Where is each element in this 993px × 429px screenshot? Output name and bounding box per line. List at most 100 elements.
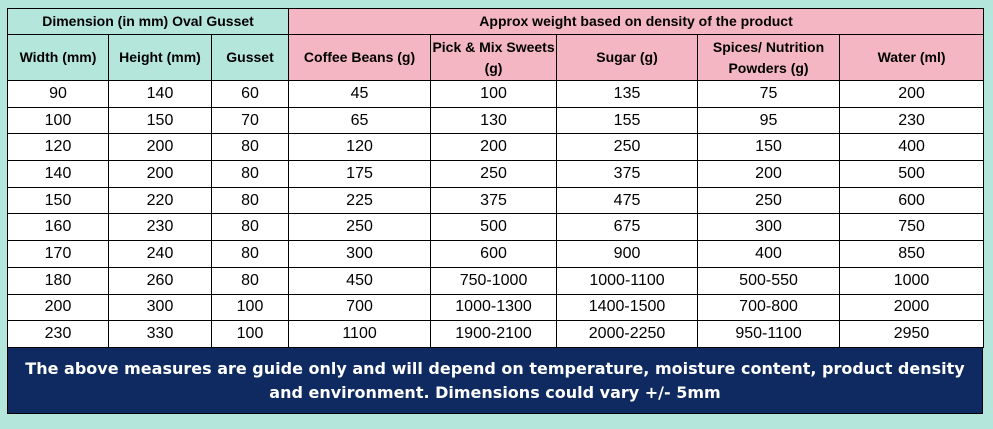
cell-width: 230	[7, 320, 109, 348]
cell-pick-mix-sweets: 600	[430, 240, 558, 268]
cell-spices-powders: 150	[697, 133, 841, 162]
cell-width: 140	[7, 160, 109, 188]
column-header-pick-mix-sweets: Pick & Mix Sweets (g)	[430, 34, 558, 81]
cell-coffee-beans: 250	[288, 213, 432, 242]
cell-sugar: 135	[556, 80, 699, 108]
cell-height: 260	[108, 266, 212, 295]
cell-coffee-beans: 175	[288, 160, 432, 188]
cell-gusset: 70	[210, 106, 290, 135]
table-row: 230 330 100 1100 1900-2100 2000-2250 950…	[7, 320, 985, 348]
cell-gusset: 80	[210, 160, 290, 188]
cell-water: 400	[839, 133, 985, 162]
cell-water: 200	[839, 80, 985, 108]
cell-gusset: 80	[210, 186, 290, 215]
cell-spices-powders: 400	[697, 240, 841, 268]
cell-sugar: 1000-1100	[556, 266, 699, 295]
cell-width: 160	[7, 213, 109, 242]
table-row: 100 150 70 65 130 155 95 230	[7, 106, 985, 135]
column-header-coffee-beans: Coffee Beans (g)	[288, 34, 432, 81]
cell-width: 170	[7, 240, 109, 268]
cell-sugar: 250	[556, 133, 699, 162]
disclaimer-footer: The above measures are guide only and wi…	[7, 347, 983, 414]
cell-height: 200	[108, 160, 212, 188]
cell-pick-mix-sweets: 750-1000	[430, 266, 558, 295]
table-row: 150 220 80 225 375 475 250 600	[7, 186, 985, 215]
cell-water: 230	[839, 106, 985, 135]
cell-sugar: 900	[556, 240, 699, 268]
cell-coffee-beans: 300	[288, 240, 432, 268]
cell-height: 150	[108, 106, 212, 135]
cell-coffee-beans: 45	[288, 80, 432, 108]
cell-coffee-beans: 450	[288, 266, 432, 295]
cell-sugar: 2000-2250	[556, 320, 699, 348]
table-row: 160 230 80 250 500 675 300 750	[7, 213, 985, 242]
cell-width: 200	[7, 293, 109, 322]
column-header-height: Height (mm)	[108, 34, 212, 81]
cell-water: 750	[839, 213, 985, 242]
cell-gusset: 80	[210, 133, 290, 162]
table-row: 90 140 60 45 100 135 75 200	[7, 80, 985, 108]
cell-height: 220	[108, 186, 212, 215]
cell-gusset: 100	[210, 320, 290, 348]
cell-gusset: 80	[210, 266, 290, 295]
cell-height: 230	[108, 213, 212, 242]
column-header-sugar: Sugar (g)	[556, 34, 699, 81]
cell-pick-mix-sweets: 200	[430, 133, 558, 162]
cell-coffee-beans: 700	[288, 293, 432, 322]
cell-height: 300	[108, 293, 212, 322]
column-header-water: Water (ml)	[839, 34, 985, 81]
cell-pick-mix-sweets: 250	[430, 160, 558, 188]
cell-pick-mix-sweets: 500	[430, 213, 558, 242]
cell-pick-mix-sweets: 100	[430, 80, 558, 108]
cell-coffee-beans: 65	[288, 106, 432, 135]
cell-width: 150	[7, 186, 109, 215]
cell-water: 850	[839, 240, 985, 268]
cell-height: 330	[108, 320, 212, 348]
cell-pick-mix-sweets: 130	[430, 106, 558, 135]
cell-water: 600	[839, 186, 985, 215]
cell-water: 2950	[839, 320, 985, 348]
cell-gusset: 80	[210, 240, 290, 268]
cell-spices-powders: 200	[697, 160, 841, 188]
cell-spices-powders: 500-550	[697, 266, 841, 295]
cell-sugar: 1400-1500	[556, 293, 699, 322]
cell-sugar: 475	[556, 186, 699, 215]
cell-pick-mix-sweets: 1000-1300	[430, 293, 558, 322]
cell-gusset: 80	[210, 213, 290, 242]
cell-width: 90	[7, 80, 109, 108]
column-header-spices-powders: Spices/ Nutrition Powders (g)	[697, 34, 841, 81]
cell-height: 240	[108, 240, 212, 268]
table-row: 140 200 80 175 250 375 200 500	[7, 160, 985, 188]
cell-spices-powders: 300	[697, 213, 841, 242]
cell-sugar: 375	[556, 160, 699, 188]
cell-water: 1000	[839, 266, 985, 295]
size-weight-table-container: Dimension (in mm) Oval Gusset Approx wei…	[6, 8, 985, 414]
cell-spices-powders: 950-1100	[697, 320, 841, 348]
column-header-gusset: Gusset	[210, 34, 290, 81]
cell-coffee-beans: 120	[288, 133, 432, 162]
cell-spices-powders: 250	[697, 186, 841, 215]
cell-coffee-beans: 1100	[288, 320, 432, 348]
cell-sugar: 155	[556, 106, 699, 135]
cell-spices-powders: 75	[697, 80, 841, 108]
cell-width: 120	[7, 133, 109, 162]
cell-pick-mix-sweets: 375	[430, 186, 558, 215]
cell-width: 100	[7, 106, 109, 135]
cell-spices-powders: 95	[697, 106, 841, 135]
cell-gusset: 60	[210, 80, 290, 108]
column-header-width: Width (mm)	[7, 34, 109, 81]
size-weight-table: Dimension (in mm) Oval Gusset Approx wei…	[6, 8, 985, 348]
cell-spices-powders: 700-800	[697, 293, 841, 322]
cell-width: 180	[7, 266, 109, 295]
cell-coffee-beans: 225	[288, 186, 432, 215]
cell-water: 500	[839, 160, 985, 188]
cell-height: 140	[108, 80, 212, 108]
table-row: 170 240 80 300 600 900 400 850	[7, 240, 985, 268]
cell-sugar: 675	[556, 213, 699, 242]
cell-height: 200	[108, 133, 212, 162]
table-row: 200 300 100 700 1000-1300 1400-1500 700-…	[7, 293, 985, 322]
cell-pick-mix-sweets: 1900-2100	[430, 320, 558, 348]
weight-group-header: Approx weight based on density of the pr…	[288, 8, 985, 35]
cell-water: 2000	[839, 293, 985, 322]
table-row: 180 260 80 450 750-1000 1000-1100 500-55…	[7, 266, 985, 295]
